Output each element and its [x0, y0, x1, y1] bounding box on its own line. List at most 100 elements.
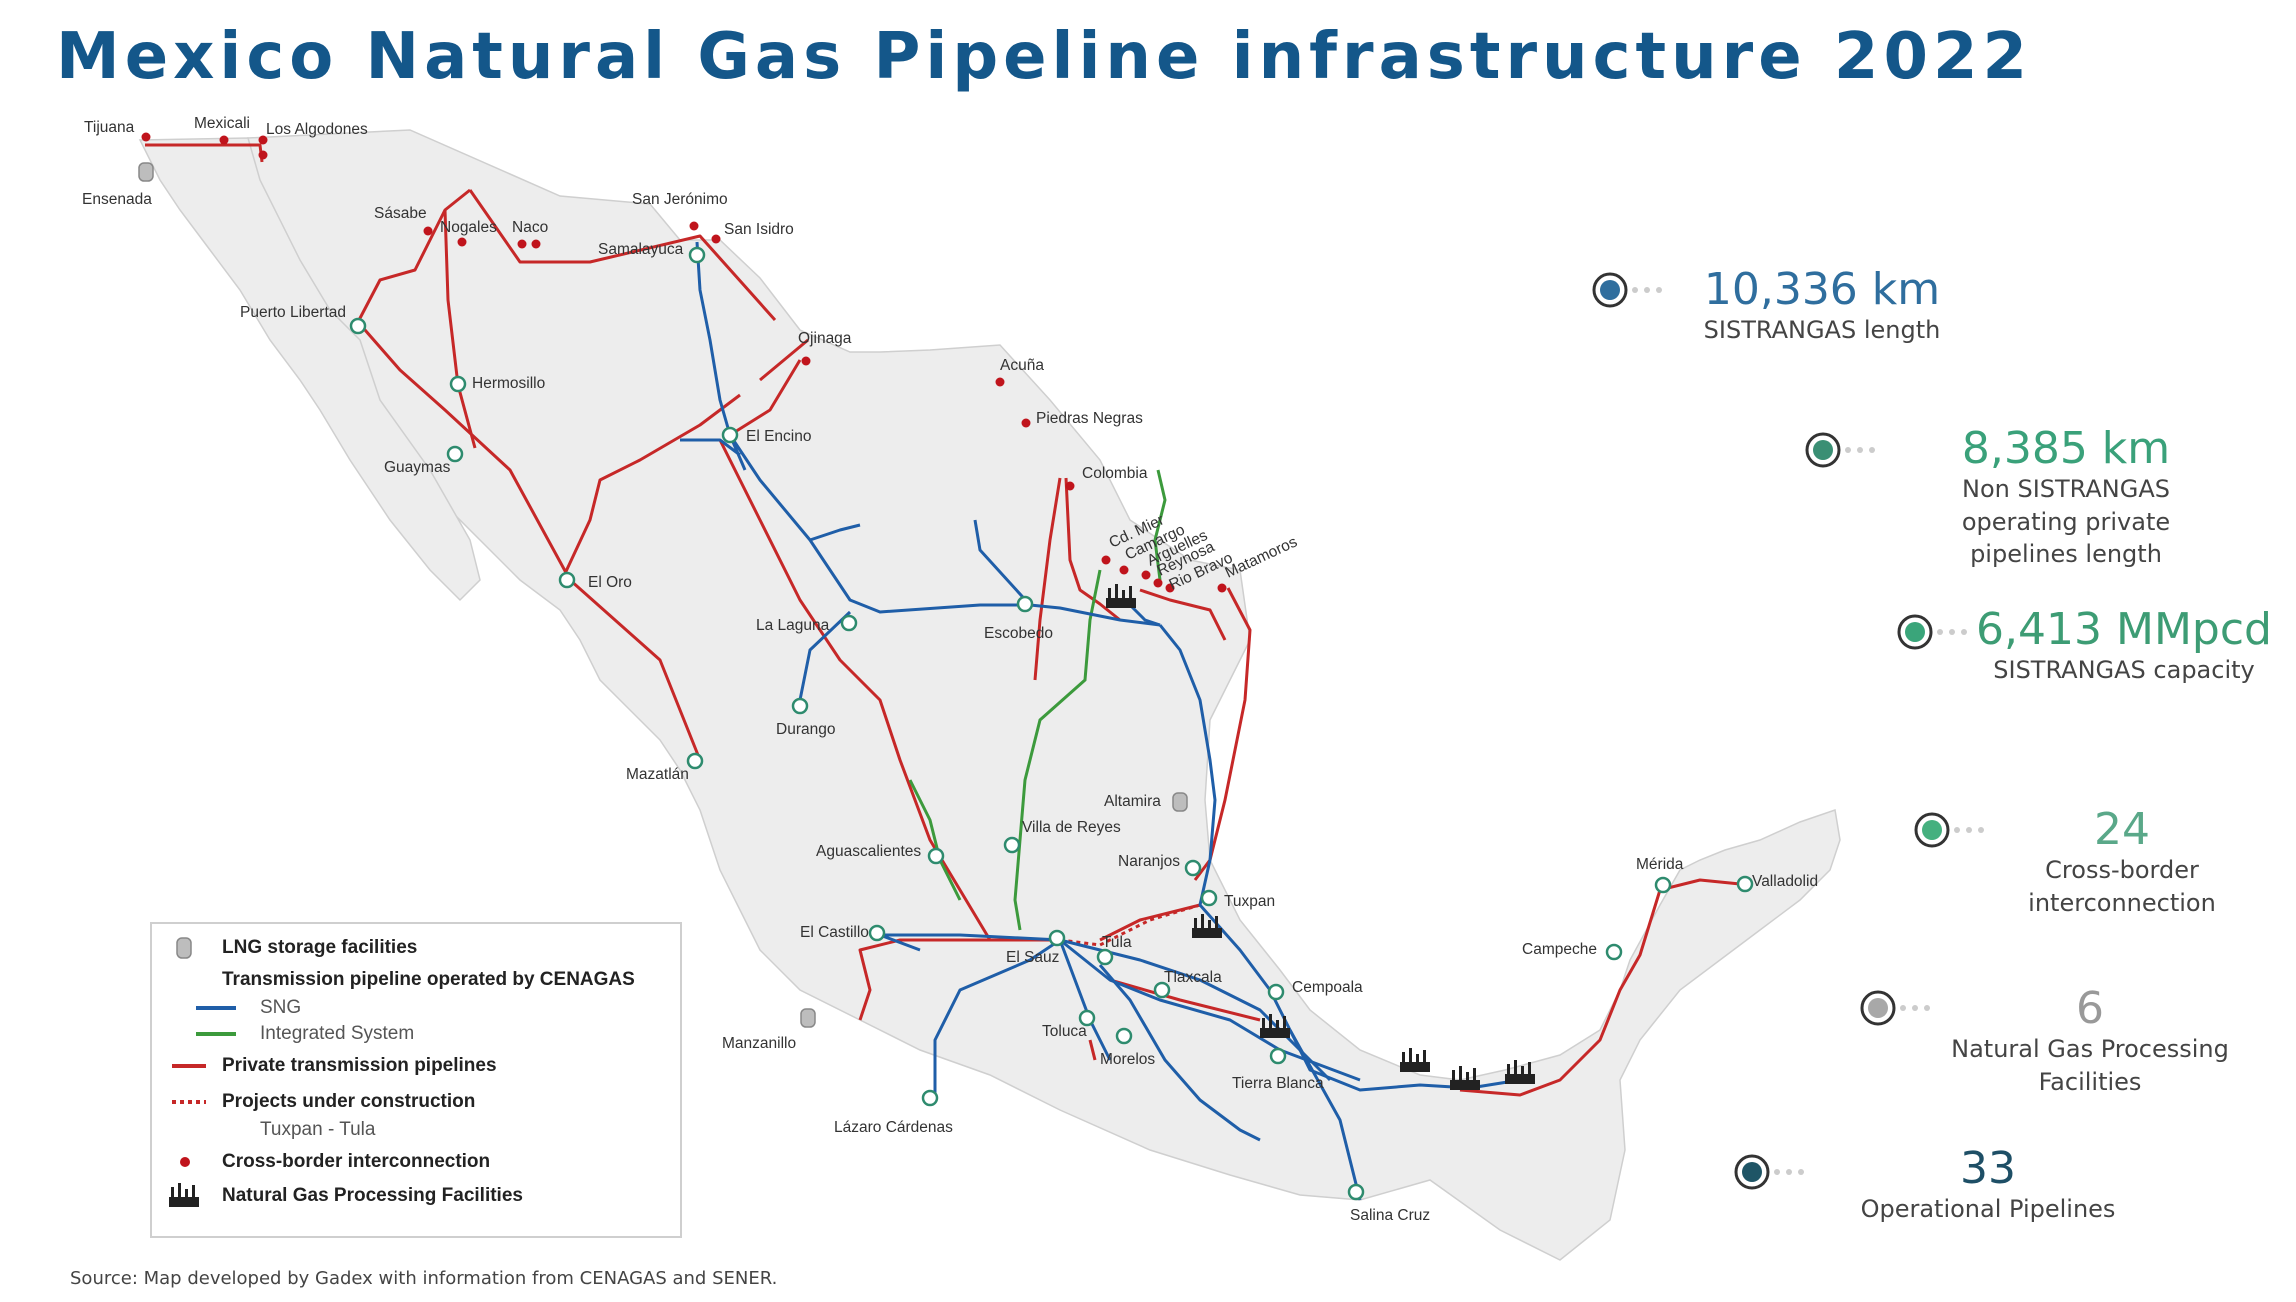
plant-nuevo-pemex [1505, 1060, 1535, 1084]
stat-value: 24 [2094, 804, 2150, 855]
city-label-naco: Naco [512, 219, 548, 236]
node-samalayuca [688, 246, 706, 264]
stat-value: 6,413 MMpcd [1976, 604, 2272, 655]
city-label-el-oro: El Oro [588, 574, 632, 591]
processing-facilities [1106, 584, 1535, 1090]
stat-dot-icon [1896, 613, 1967, 651]
border-dot-san-jeronimo [689, 221, 699, 231]
legend-construction-label: Projects under construction [222, 1091, 476, 1112]
border-dot-naco-2 [531, 239, 541, 249]
legend-row-construction-sub: Tuxpan - Tula [152, 1116, 375, 1144]
plant-cactus [1450, 1066, 1480, 1090]
node-escobedo [1016, 595, 1034, 613]
city-label-manzanillo: Manzanillo [722, 1035, 796, 1052]
legend-sng-label: SNG [260, 997, 302, 1018]
city-label-valladolid: Valladolid [1752, 873, 1818, 890]
city-label-acu-a: Acuña [1000, 357, 1044, 374]
city-label-mazatl-n: Mazatlán [626, 766, 689, 783]
city-label-san-isidro: San Isidro [724, 221, 794, 238]
border-dot-sasabe [423, 226, 433, 236]
city-label-l-zaro-c-rdenas: Lázaro Cárdenas [834, 1119, 953, 1136]
baja-peninsula [138, 137, 481, 602]
border-dot-icon [180, 1157, 190, 1167]
city-label-tula: Tula [1102, 934, 1132, 951]
node-el-encino [721, 426, 739, 444]
city-label-tierra-blanca: Tierra Blanca [1232, 1075, 1324, 1092]
node-campeche [1605, 943, 1623, 961]
stat-label: Operational Pipelines [1860, 1195, 2116, 1224]
border-dot-ojinaga [801, 356, 811, 366]
city-label-tuxpan: Tuxpan [1224, 893, 1275, 910]
node-durango [791, 697, 809, 715]
node-salina-cruz [1347, 1183, 1365, 1201]
city-label-el-castillo: El Castillo [800, 924, 869, 941]
stat-label: SISTRANGAS length [1703, 316, 1941, 345]
border-dot-mexicali [219, 135, 229, 145]
node-lazaro-cardenas [921, 1089, 939, 1107]
plant-burgos [1106, 584, 1136, 608]
node-el-castillo [868, 924, 886, 942]
stat-value: 33 [1960, 1143, 2016, 1194]
cross-border-points [141, 132, 1227, 593]
border-dot-rio-bravo [1165, 583, 1175, 593]
legend-border-label: Cross-border interconnection [222, 1151, 491, 1172]
node-aguascalientes [927, 847, 945, 865]
city-label-morelos: Morelos [1100, 1051, 1155, 1068]
legend-row-cenagas: Transmission pipeline operated by CENAGA… [152, 966, 635, 994]
city-label-san-jer-nimo: San Jerónimo [632, 191, 728, 208]
legend-lng-label: LNG storage facilities [222, 937, 418, 958]
node-morelos [1115, 1027, 1133, 1045]
city-label-escobedo: Escobedo [984, 625, 1053, 642]
node-mazatlan [686, 752, 704, 770]
legend-row-integrated: Integrated System [152, 1020, 414, 1048]
construction-pipelines [1059, 903, 1201, 947]
city-label-puerto-libertad: Puerto Libertad [240, 304, 346, 321]
city-label-hermosillo: Hermosillo [472, 375, 545, 392]
city-label-la-laguna: La Laguna [756, 617, 830, 634]
source-note: Source: Map developed by Gadex with info… [70, 1268, 778, 1289]
city-label-durango: Durango [776, 721, 835, 738]
city-label-el-sauz: El Sauz [1006, 949, 1059, 966]
border-dot-colombia [1065, 481, 1075, 491]
border-dot-tijuana [141, 132, 151, 142]
legend-row-processing: Natural Gas Processing Facilities [152, 1182, 523, 1210]
node-valladolid [1736, 875, 1754, 893]
legend-row-lng: LNG storage facilities [152, 934, 417, 962]
node-merida [1654, 876, 1672, 894]
city-label-mexicali: Mexicali [194, 115, 250, 132]
city-label-villa-de-reyes: Villa de Reyes [1022, 819, 1121, 836]
node-hermosillo [449, 375, 467, 393]
border-dot-piedras-negras [1021, 418, 1031, 428]
city-label-el-encino: El Encino [746, 428, 811, 445]
lng-storage [138, 162, 1188, 1028]
node-puerto-libertad [349, 317, 367, 335]
lng-manzanillo [800, 1008, 816, 1028]
city-label-naranjos: Naranjos [1118, 853, 1180, 870]
city-label-colombia: Colombia [1082, 465, 1148, 482]
city-label-aguascalientes: Aguascalientes [816, 843, 921, 860]
city-label-tijuana: Tijuana [84, 119, 135, 136]
plant-matapionche [1260, 1014, 1290, 1038]
city-label-samalayuca: Samalayuca [598, 241, 684, 258]
border-dot-reynosa [1153, 578, 1163, 588]
plant-coatzacoalcos [1400, 1048, 1430, 1072]
legend-cenagas-label: Transmission pipeline operated by CENAGA… [222, 969, 635, 990]
border-dot-cd-mier [1101, 555, 1111, 565]
node-naranjos [1184, 859, 1202, 877]
stat-value: 6 [2076, 983, 2104, 1034]
legend-integrated-label: Integrated System [260, 1023, 415, 1044]
stat-dot-icon [1859, 989, 1930, 1027]
city-label-nogales: Nogales [440, 219, 497, 236]
border-dot-arguelles [1141, 570, 1151, 580]
node-villa-de-reyes [1003, 836, 1021, 854]
city-label-los-algodones: Los Algodones [266, 121, 368, 138]
node-guaymas [446, 445, 464, 463]
border-dot-algodones-1 [258, 135, 268, 145]
node-tierra-blanca [1269, 1047, 1287, 1065]
stat-block: 33 Operational Pipelines [1778, 1143, 2198, 1226]
stat-label: Natural Gas Processing Facilities [1951, 1035, 2229, 1096]
mainland [247, 129, 1841, 1261]
lng-ensenada [138, 162, 154, 182]
stat-block: 10,336 km SISTRANGAS length [1612, 265, 2032, 347]
